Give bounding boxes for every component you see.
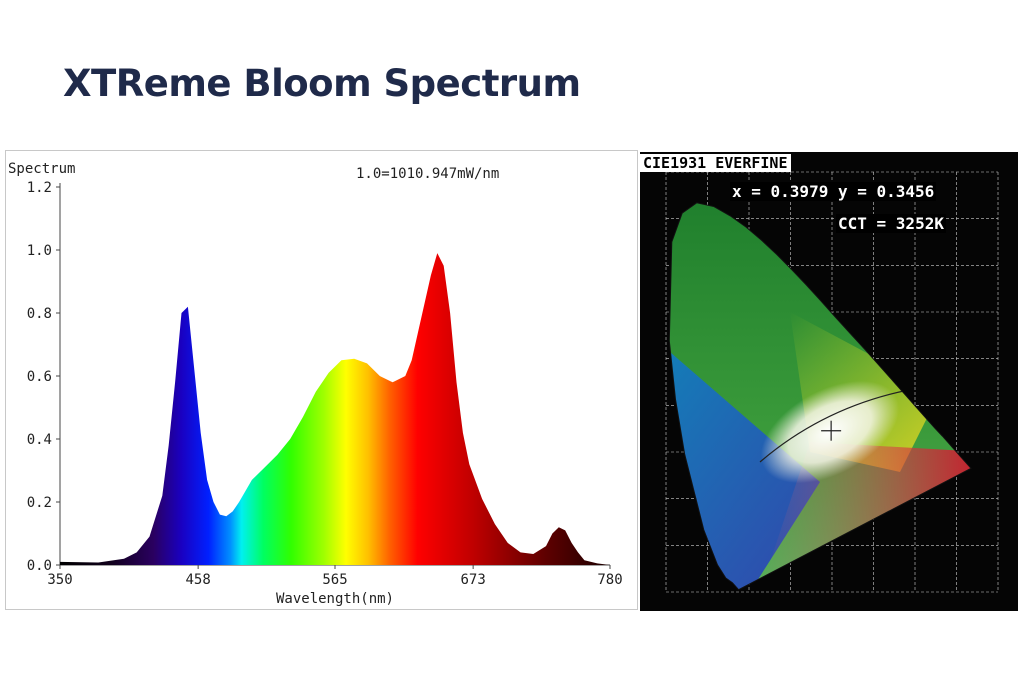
chromaticity-point — [821, 420, 842, 441]
y-tick-label: 0.4 — [27, 432, 52, 448]
spectrum-chart: Spectrum 1.0=1010.947mW/nm 0.0 0.2 0.4 0.6 0… — [5, 150, 638, 610]
spectrum-area — [60, 253, 610, 565]
spectrum-svg: Spectrum 1.0=1010.947mW/nm 0.00.20.40.60… — [8, 161, 623, 607]
y-tick-label: 0.0 — [27, 558, 52, 574]
x-tick-label: 458 — [185, 572, 210, 588]
cie-title: CIE1931 EVERFINE — [640, 154, 791, 172]
spectrum-annotation: 1.0=1010.947mW/nm — [356, 166, 499, 182]
cie-diagram: CIE1931 EVERFINE x = 0.3979 y = 0.3456 C… — [640, 152, 1018, 611]
spectrum-axes: 0.0 0.2 0.4 0.6 0.8 1.0 1.2 350 458 565 673 780 — [27, 180, 623, 588]
x-tick-label: 780 — [597, 572, 622, 588]
y-tick-label: 0.8 — [27, 306, 52, 322]
cie-svg — [665, 171, 999, 593]
y-tick-label: 1.0 — [27, 243, 52, 259]
y-tick-label: 0.2 — [27, 495, 52, 511]
x-tick-label: 350 — [47, 572, 72, 588]
cie-cct-readout: CCT = 3252K — [836, 214, 946, 233]
x-tick-label: 673 — [460, 572, 485, 588]
cie-xy-readout: x = 0.3979 y = 0.3456 — [730, 182, 937, 201]
y-tick-label: 1.2 — [27, 180, 52, 196]
y-tick-label: 0.6 — [27, 369, 52, 385]
slide-title: XTReme Bloom Spectrum — [63, 62, 581, 105]
cie-locus — [668, 202, 972, 591]
spectrum-title: Spectrum — [8, 161, 75, 177]
x-tick-label: 565 — [322, 572, 347, 588]
x-axis-label: Wavelength(nm) — [276, 591, 394, 607]
